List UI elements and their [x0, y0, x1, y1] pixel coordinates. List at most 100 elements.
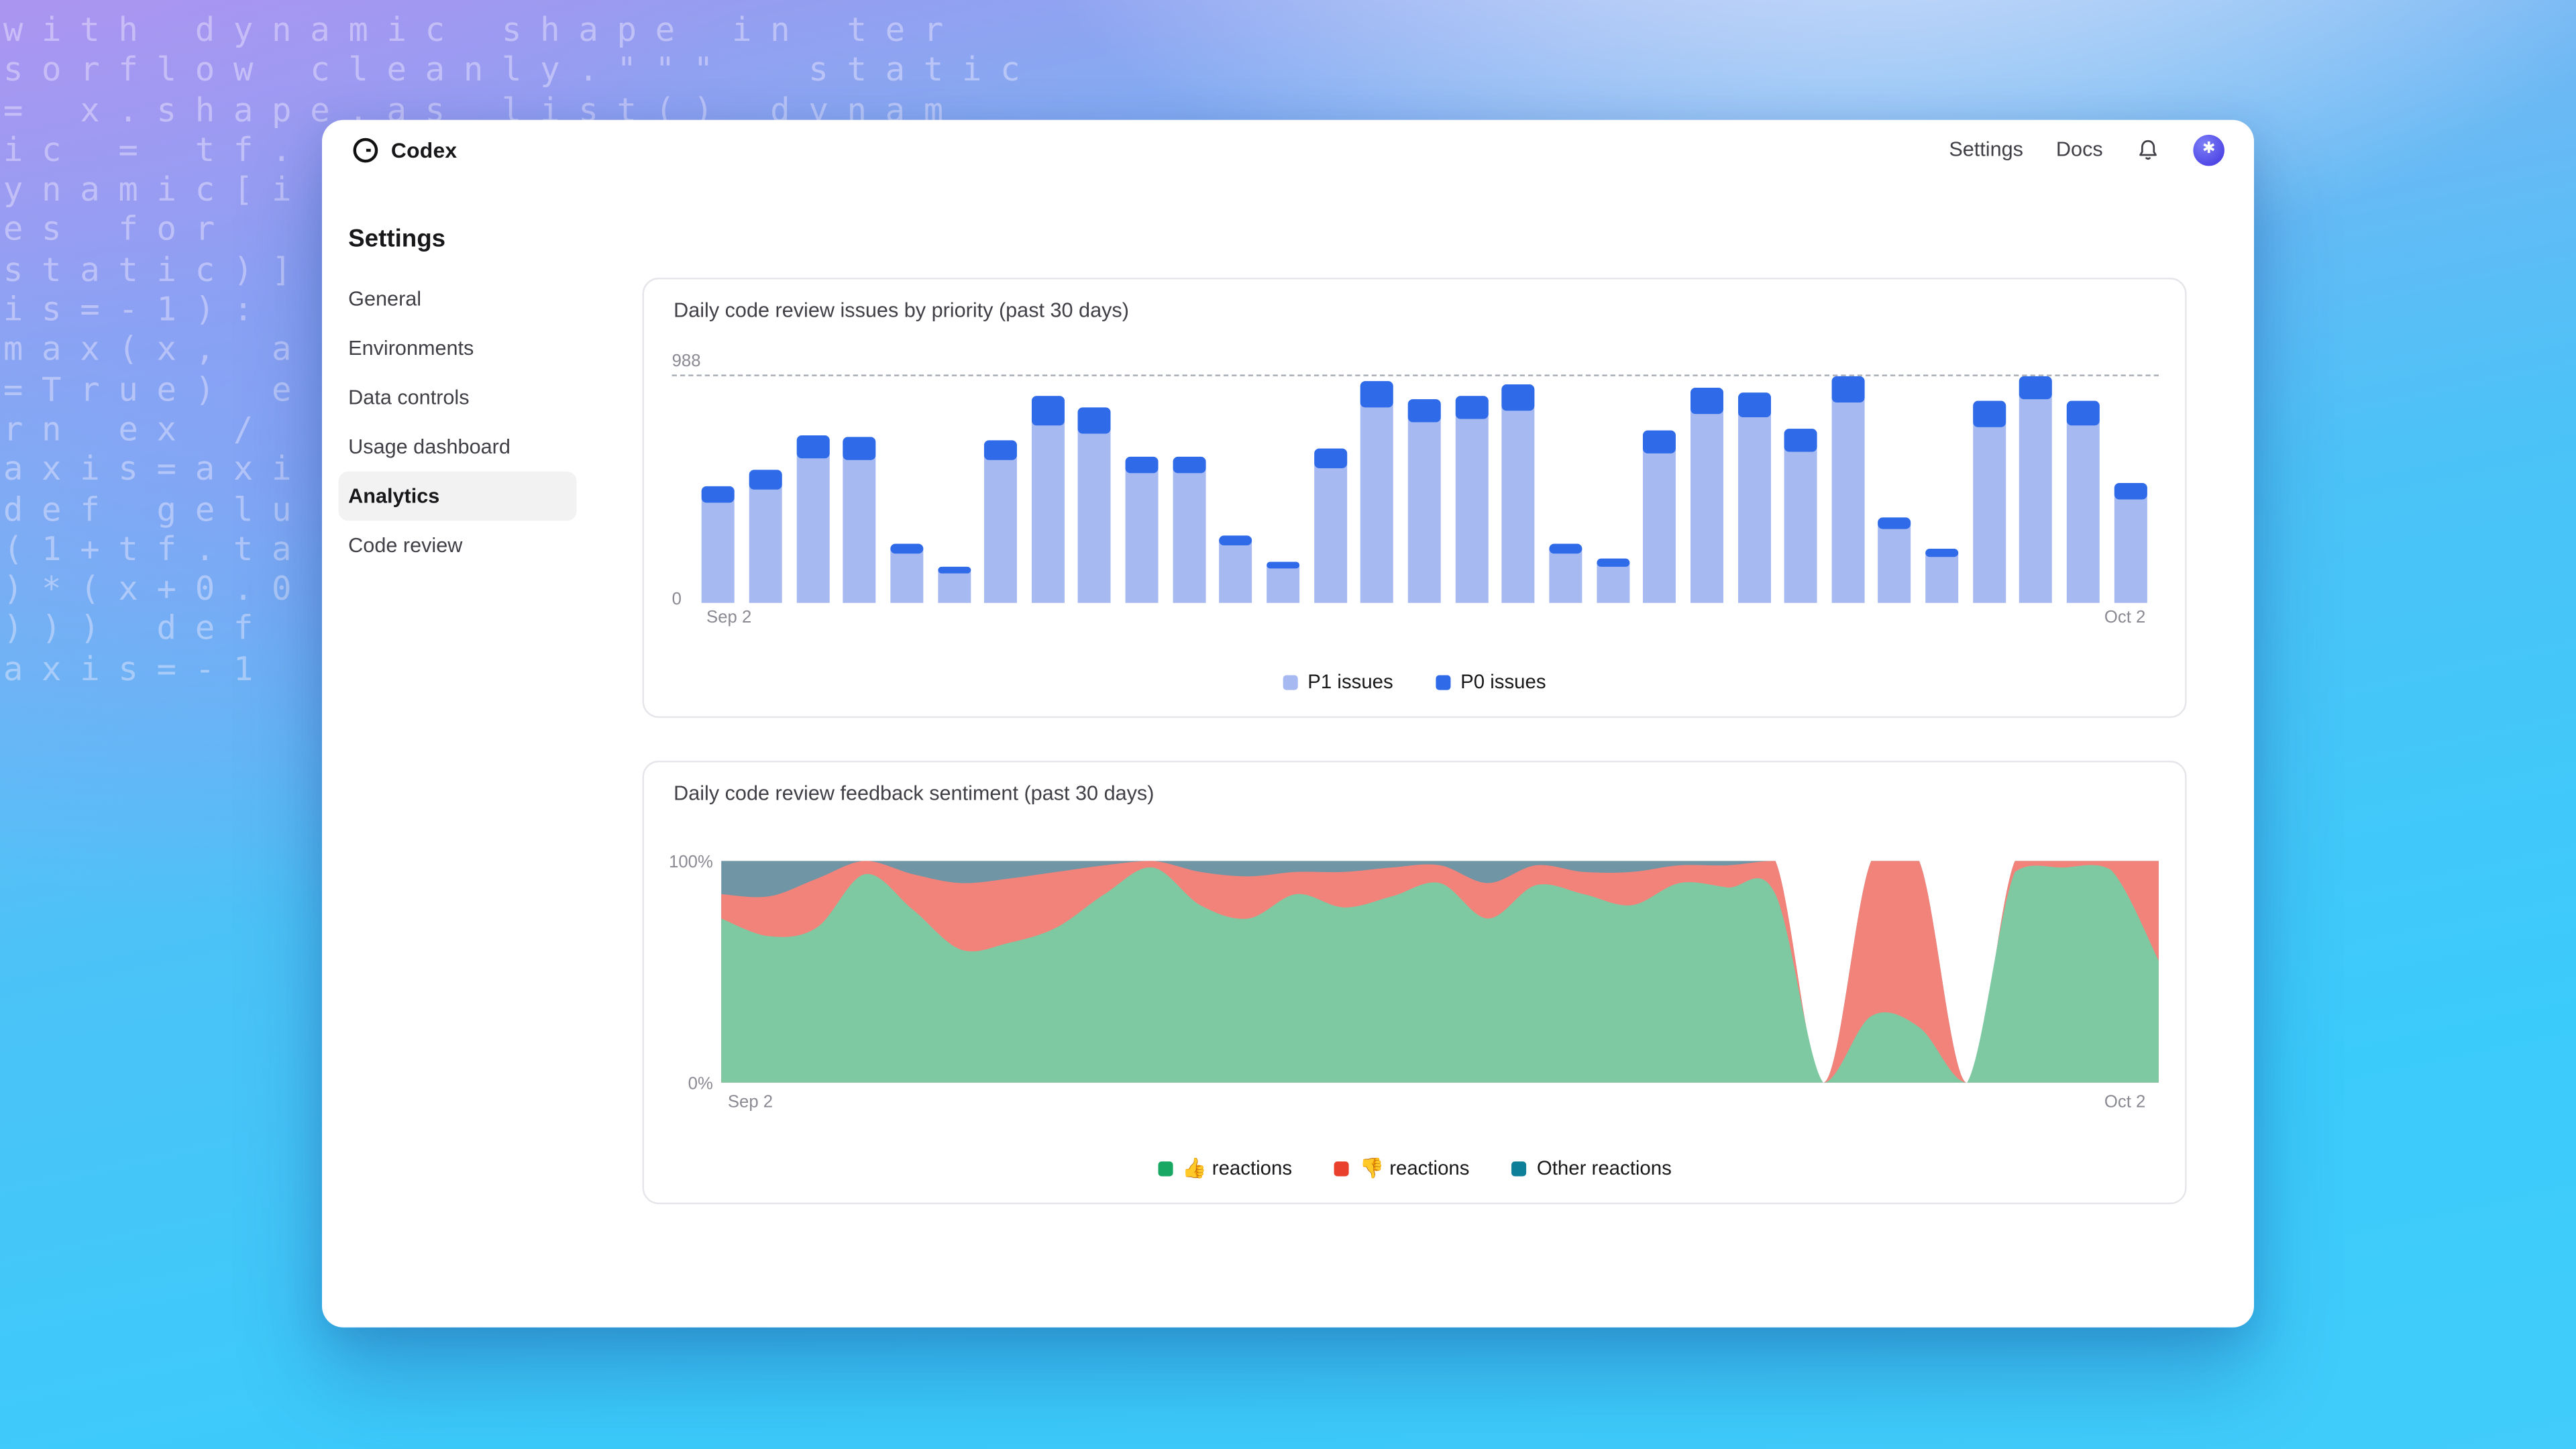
page-title: Settings	[348, 225, 446, 254]
issues-bar	[1549, 543, 1582, 603]
issues-bar	[2066, 400, 2100, 603]
area-thumbsup-reactions	[721, 865, 2159, 1083]
issues-bar	[1690, 388, 1723, 603]
issues-x-end-label: Oct 2	[2104, 608, 2146, 628]
issues-bar-p0-cap	[843, 436, 876, 460]
issues-bar-p0-cap	[1172, 457, 1205, 474]
legend-item[interactable]: Other reactions	[1512, 1157, 1672, 1179]
issues-y-max-label: 988	[672, 352, 701, 372]
legend-item[interactable]: P1 issues	[1283, 670, 1393, 693]
issues-bar-p0-cap	[1407, 399, 1441, 423]
issues-bar	[1407, 399, 1441, 603]
nav-settings-link[interactable]: Settings	[1949, 138, 2023, 162]
nav-docs-link[interactable]: Docs	[2055, 138, 2103, 162]
sentiment-y-max-label: 100%	[669, 853, 713, 873]
legend-swatch	[1334, 1161, 1350, 1176]
issues-bar	[1784, 429, 1817, 603]
issues-bar-p0-cap	[1972, 400, 2006, 427]
sidebar-item-general[interactable]: General	[348, 287, 422, 311]
user-avatar[interactable]: ✱	[2193, 133, 2224, 166]
legend-label: 👍 reactions	[1182, 1157, 1293, 1180]
sentiment-legend: 👍 reactions 👎 reactions Other reactions	[644, 1157, 2185, 1179]
issues-bar-p0-cap	[890, 543, 924, 553]
issues-bar-p0-cap	[1220, 535, 1253, 546]
issues-bar-p0-cap	[1502, 384, 1536, 411]
issues-bar-p0-cap	[1643, 431, 1676, 454]
app-header: Codex Settings Docs ✱	[322, 120, 2254, 179]
issues-bar	[1737, 392, 1770, 603]
issues-bar-p0-cap	[1267, 561, 1300, 569]
app-title: Codex	[390, 137, 458, 162]
sentiment-x-end-label: Oct 2	[2104, 1092, 2146, 1112]
issues-max-gridline	[672, 374, 2159, 376]
issues-bar-p0-cap	[749, 470, 782, 490]
issues-bar	[2114, 482, 2147, 603]
sidebar-item-usage-dashboard[interactable]: Usage dashboard	[348, 435, 511, 459]
issues-x-start-label: Sep 2	[706, 608, 752, 628]
issues-bar-p0-cap	[2066, 400, 2100, 425]
legend-swatch	[1157, 1161, 1173, 1176]
issues-bar-plot	[695, 374, 2154, 603]
issues-bar	[1313, 447, 1347, 603]
background-code: with dynamic shape in ter sorflow cleanl…	[3, 9, 1039, 688]
issues-chart-title: Daily code review issues by priority (pa…	[674, 299, 1129, 323]
issues-bar	[1078, 407, 1112, 603]
brand: Codex	[352, 136, 457, 164]
legend-item[interactable]: 👍 reactions	[1157, 1157, 1292, 1179]
sentiment-chart-card: Daily code review feedback sentiment (pa…	[642, 760, 2187, 1205]
legend-swatch	[1436, 674, 1451, 690]
codex-logo-icon	[352, 136, 380, 164]
sidebar-item-data-controls[interactable]: Data controls	[348, 386, 470, 409]
issues-legend: P1 issues P0 issues	[644, 670, 2185, 693]
issues-bar-p0-cap	[1360, 381, 1394, 408]
issues-bar	[1220, 535, 1253, 603]
issues-bar-p0-cap	[1549, 543, 1582, 554]
issues-bar-p0-cap	[1454, 396, 1488, 419]
issues-bar-p0-cap	[702, 486, 735, 502]
issues-y-min-label: 0	[672, 590, 682, 610]
sentiment-chart-title: Daily code review feedback sentiment (pa…	[674, 782, 1155, 806]
issues-bar-p0-cap	[937, 567, 971, 574]
issues-bar-p0-cap	[1125, 457, 1159, 474]
issues-bar-p0-cap	[984, 439, 1018, 460]
legend-swatch	[1512, 1161, 1527, 1176]
issues-bar	[937, 567, 971, 603]
sidebar-item-analytics[interactable]: Analytics	[338, 471, 577, 521]
issues-bar-p0-cap	[2114, 482, 2147, 499]
issues-bar	[1502, 384, 1536, 603]
issues-bar	[843, 436, 876, 603]
issues-bar-p0-cap	[1925, 548, 1959, 557]
issues-bar	[1596, 558, 1629, 603]
sidebar-item-code-review[interactable]: Code review	[348, 533, 463, 557]
issues-bar	[2019, 376, 2053, 603]
sentiment-y-min-label: 0%	[688, 1074, 713, 1095]
sidebar-item-environments[interactable]: Environments	[348, 337, 474, 360]
issues-bar	[1267, 561, 1300, 603]
sentiment-x-start-label: Sep 2	[727, 1092, 773, 1112]
issues-bar	[1643, 431, 1676, 603]
issues-bar-p0-cap	[1831, 376, 1865, 403]
issues-bar-p0-cap	[1878, 517, 1912, 529]
legend-label: P1 issues	[1307, 670, 1393, 694]
settings-sidebar: General Environments Data controls Usage da…	[338, 274, 577, 570]
issues-bar	[749, 470, 782, 603]
issues-bar-p0-cap	[1784, 429, 1817, 452]
legend-item[interactable]: 👎 reactions	[1334, 1157, 1469, 1179]
notifications-bell-icon[interactable]	[2136, 137, 2161, 162]
issues-bar-p0-cap	[1078, 407, 1112, 435]
issues-chart-card: Daily code review issues by priority (pa…	[642, 277, 2187, 718]
issues-bar	[1972, 400, 2006, 603]
app-window: Codex Settings Docs ✱ Settings General En…	[322, 119, 2255, 1328]
issues-bar-p0-cap	[1690, 388, 1723, 415]
issues-bar-p0-cap	[2019, 376, 2053, 400]
issues-bar	[984, 439, 1018, 603]
issues-bar	[1831, 376, 1865, 603]
issues-bar	[1878, 517, 1912, 603]
issues-bar	[1031, 396, 1065, 603]
issues-bar	[1454, 396, 1488, 603]
issues-bar-p0-cap	[796, 435, 829, 459]
issues-bar	[1172, 457, 1205, 603]
legend-item[interactable]: P0 issues	[1436, 670, 1546, 693]
issues-bar	[1125, 457, 1159, 603]
